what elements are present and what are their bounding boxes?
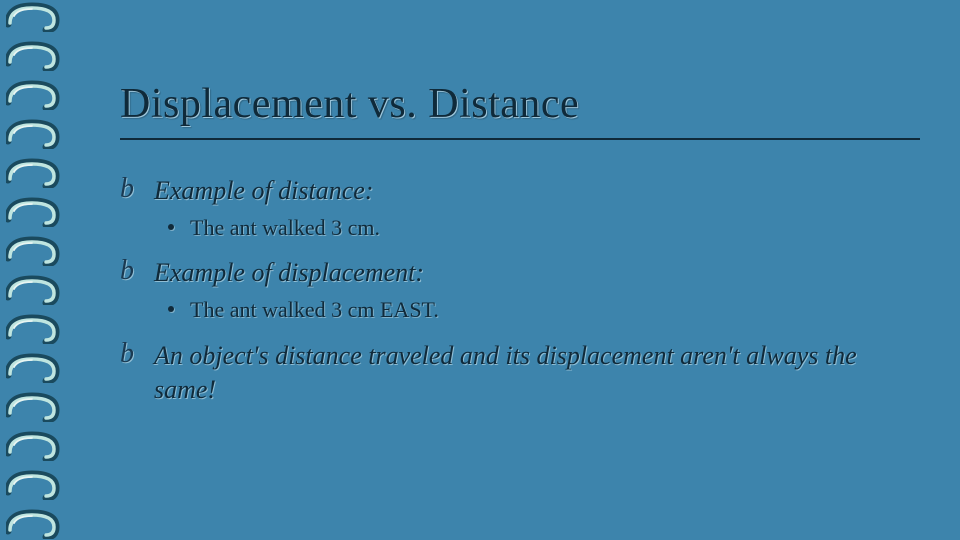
bullet-b-icon: b	[120, 343, 142, 365]
spiral-ring	[6, 431, 60, 461]
spiral-ring	[6, 353, 60, 383]
spiral-ring	[6, 275, 60, 305]
spiral-ring	[6, 41, 60, 71]
spiral-ring	[6, 158, 60, 188]
spiral-ring	[6, 392, 60, 422]
spiral-ring	[6, 197, 60, 227]
bullet-main: b Example of distance:	[120, 174, 920, 208]
bullet-b-icon: b	[120, 260, 142, 282]
spiral-ring	[6, 314, 60, 344]
bullet-sub: The ant walked 3 cm.	[120, 214, 920, 243]
bullet-main: b An object's distance traveled and its d…	[120, 339, 920, 407]
bullet-text: An object's distance traveled and its di…	[154, 341, 857, 404]
spiral-ring	[6, 470, 60, 500]
spiral-ring	[6, 236, 60, 266]
bullet-b-icon: b	[120, 178, 142, 200]
sub-bullet-text: The ant walked 3 cm EAST.	[190, 297, 439, 322]
spiral-ring	[6, 80, 60, 110]
bullet-text: Example of distance:	[154, 176, 374, 205]
slide-content: Displacement vs. Distance b Example of di…	[120, 80, 920, 412]
spiral-ring	[6, 509, 60, 539]
bullet-main: b Example of displacement:	[120, 256, 920, 290]
spiral-ring	[6, 2, 60, 32]
slide-title: Displacement vs. Distance	[120, 80, 920, 140]
spiral-ring	[6, 119, 60, 149]
bullet-list: b Example of distance: The ant walked 3 cm…	[120, 174, 920, 406]
bullet-text: Example of displacement:	[154, 258, 424, 287]
sub-bullet-dot-icon	[168, 224, 174, 230]
sub-bullet-dot-icon	[168, 306, 174, 312]
spiral-binding	[0, 0, 70, 540]
bullet-sub: The ant walked 3 cm EAST.	[120, 296, 920, 325]
sub-bullet-text: The ant walked 3 cm.	[190, 215, 380, 240]
